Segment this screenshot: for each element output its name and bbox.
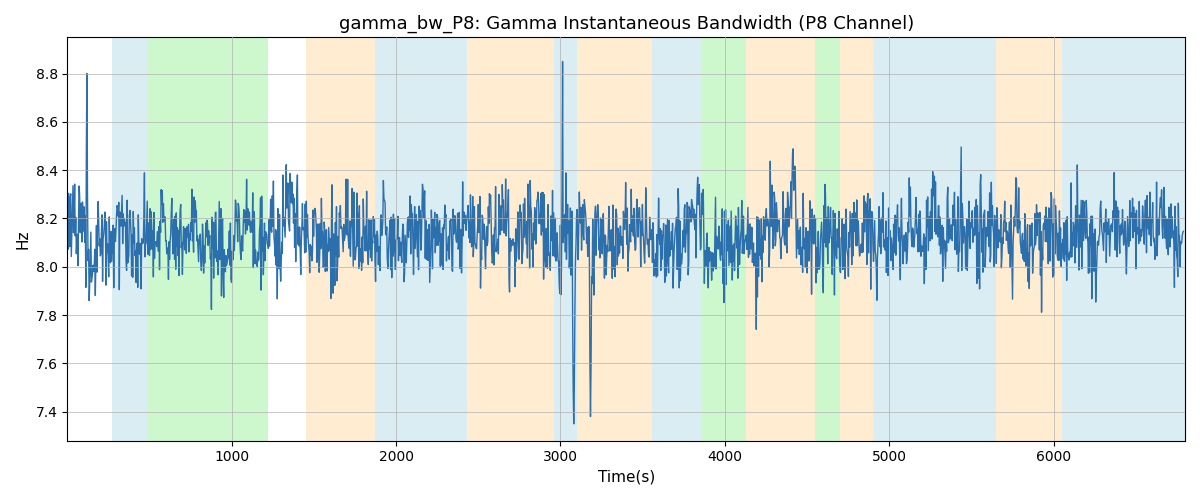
X-axis label: Time(s): Time(s): [598, 470, 655, 485]
Bar: [112, 38, 148, 440]
Bar: [996, 38, 1062, 440]
Bar: [653, 38, 702, 440]
Bar: [374, 38, 467, 440]
Bar: [702, 38, 746, 440]
Bar: [306, 38, 374, 440]
Bar: [577, 38, 653, 440]
Bar: [148, 38, 268, 440]
Bar: [815, 38, 840, 440]
Bar: [554, 38, 577, 440]
Bar: [746, 38, 815, 440]
Title: gamma_bw_P8: Gamma Instantaneous Bandwidth (P8 Channel): gamma_bw_P8: Gamma Instantaneous Bandwid…: [338, 15, 914, 34]
Bar: [840, 38, 872, 440]
Y-axis label: Hz: Hz: [16, 230, 30, 249]
Bar: [467, 38, 554, 440]
Bar: [872, 38, 996, 440]
Bar: [1062, 38, 1186, 440]
